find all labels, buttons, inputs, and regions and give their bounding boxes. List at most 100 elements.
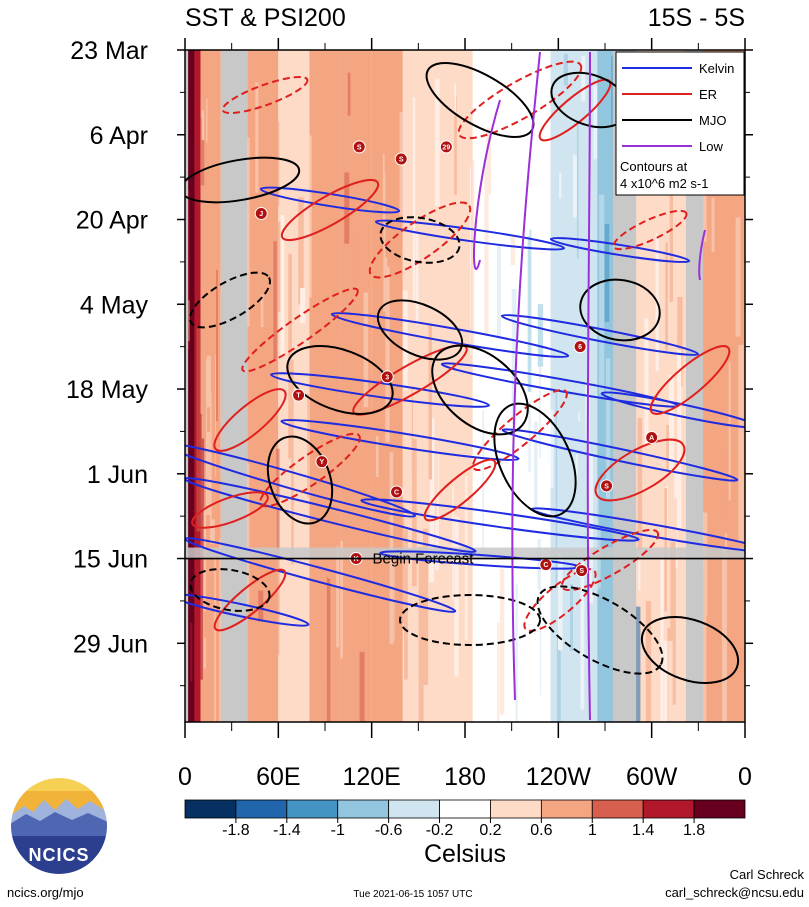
er-contour-15: [649, 345, 731, 415]
sst-streak: [471, 160, 475, 350]
er-contour-3: [241, 287, 359, 373]
sst-streak: [317, 309, 322, 348]
colorbar-swatch: [490, 799, 542, 819]
colorbar-tick-label: -1.4: [273, 822, 301, 839]
y-tick-label: 15 Jun: [73, 546, 148, 574]
sst-streak: [711, 629, 715, 704]
sst-streak: [559, 172, 562, 199]
y-tick-label: 6 Apr: [90, 122, 148, 150]
sst-streak: [374, 581, 378, 627]
sst-streak: [429, 417, 435, 548]
sst-streak: [385, 257, 390, 443]
logo-text: NCICS: [28, 845, 89, 865]
sst-streak: [637, 418, 643, 551]
storm-symbol: [352, 140, 366, 154]
sst-streak: [652, 598, 656, 691]
sst-streak: [205, 355, 211, 515]
sst-streak: [302, 81, 307, 246]
mjo-contour-3: [286, 345, 394, 415]
y-axis: 23 Mar 6 Apr 20 Apr 4 May 18 May 1 Jun 15 Jun 2…: [66, 37, 753, 687]
sst-streak: [665, 242, 668, 351]
sst-streak: [581, 55, 586, 101]
sst-streak: [580, 561, 585, 710]
y-tick-label: 1 Jun: [87, 461, 148, 489]
sst-streak: [558, 553, 563, 651]
mjo-contour-10: [399, 594, 541, 646]
forecast-marker: Begin Forecast: [185, 551, 745, 568]
storm-marker: S: [352, 140, 366, 154]
sst-streak: [423, 319, 426, 473]
colorbar-swatch: [693, 799, 746, 819]
sst-streak: [204, 90, 207, 198]
forecast-label: Begin Forecast: [373, 551, 475, 568]
storm-code: A: [649, 435, 654, 442]
storm-symbol: [575, 564, 589, 578]
mjo-contour-4: [431, 344, 529, 436]
sst-streak: [428, 324, 432, 480]
footer-email: carl_schreck@ncsu.edu: [665, 885, 804, 900]
sst-streak: [670, 542, 676, 705]
sst-streak: [336, 546, 340, 648]
sst-streak: [504, 477, 510, 519]
sst-streak: [363, 292, 369, 408]
sst-streak: [267, 320, 270, 395]
sst-streak: [201, 110, 206, 141]
er-contour-14: [523, 568, 597, 632]
sst-streak: [529, 554, 533, 722]
sst-streak: [347, 72, 351, 116]
sst-streak: [323, 584, 327, 681]
storm-code: C: [543, 562, 548, 569]
sst-streak: [300, 287, 306, 324]
x-tick-label: 60W: [626, 763, 678, 791]
sst-streak: [573, 154, 579, 218]
sst-streak: [199, 413, 205, 570]
sst-streak: [375, 436, 379, 477]
colorbar-swatch: [540, 799, 593, 819]
sst-streak: [711, 197, 715, 253]
sst-streak: [382, 153, 385, 222]
sst-streak: [677, 296, 683, 387]
legend-label: Low: [699, 139, 723, 154]
sst-streak: [643, 178, 648, 215]
sst-streak: [435, 442, 437, 516]
sst-streak: [190, 622, 193, 682]
storm-marker: T: [292, 388, 306, 402]
storm-marker: J: [254, 206, 268, 220]
colorbar-swatch: [337, 799, 390, 819]
sst-streak: [548, 409, 554, 488]
kelvin-contour-1: [374, 219, 566, 251]
sst-streak: [669, 175, 673, 302]
sst-streak: [572, 481, 578, 565]
sst-streak: [203, 611, 210, 638]
sst-streak: [584, 69, 591, 115]
x-tick-label: 60E: [256, 763, 300, 791]
sst-streak: [604, 224, 610, 322]
sst-streak: [277, 221, 281, 313]
sst-streak: [511, 289, 517, 425]
colorbar-swatch: [184, 799, 237, 819]
colorbar-tick-label: 0.2: [479, 822, 501, 839]
sst-streak: [563, 144, 569, 339]
sst-streak: [528, 401, 531, 472]
legend: Contours at 4 x10^6 m2 s-1 Kelvin ER MJO Lo…: [615, 51, 745, 196]
colorbar-tick-label: 0.6: [530, 822, 552, 839]
storm-marker: S: [575, 564, 589, 578]
sst-streak: [605, 358, 611, 499]
sst-streak: [556, 636, 561, 722]
storm-symbol: [394, 152, 408, 166]
colorbar: -1.8 -1.4 -1 -0.6 -0.2 0.2 0.6 1 1.4 1.8: [184, 799, 746, 839]
mjo-contour-8: [379, 216, 461, 264]
kelvin-contour-15: [185, 593, 310, 627]
sst-streak: [196, 328, 201, 532]
sst-texture: [185, 50, 744, 722]
sst-streak: [362, 94, 366, 186]
colorbar-tick-label: -0.6: [375, 822, 403, 839]
sst-streak: [533, 68, 536, 264]
sst-streak: [352, 172, 356, 329]
sst-streak: [276, 448, 280, 622]
sst-streak: [568, 544, 572, 613]
er-contour-8: [259, 432, 361, 508]
sst-band-10: [472, 50, 512, 722]
low-contour-2: [473, 99, 501, 270]
land-mask-0: [185, 50, 189, 722]
